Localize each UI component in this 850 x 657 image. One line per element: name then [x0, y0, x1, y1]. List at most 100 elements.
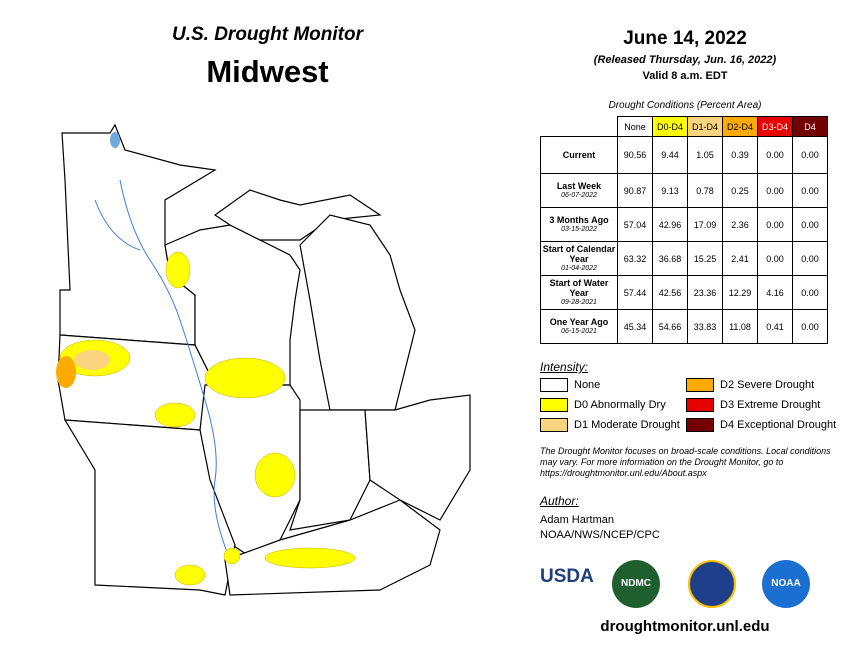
cell: 90.87 — [617, 173, 653, 208]
table-row: 3 Months Ago 03-15-2022 57.04 42.96 17.09 2.3… — [540, 207, 828, 242]
row-label-text: Start of Calendar Year — [542, 243, 616, 264]
cell: 42.96 — [652, 207, 688, 242]
cell: 0.00 — [792, 275, 828, 310]
cell: 0.00 — [757, 173, 793, 208]
legend-swatch — [686, 418, 714, 432]
drought-area — [264, 547, 356, 569]
legend-swatch — [540, 398, 568, 412]
state — [364, 394, 471, 521]
state — [224, 499, 441, 596]
cell: 2.41 — [722, 241, 758, 276]
legend-item: None — [540, 378, 600, 392]
noaa-logo: NOAA — [762, 560, 810, 608]
cell: 57.04 — [617, 207, 653, 242]
cell: 0.00 — [757, 136, 793, 174]
column-header: D4 — [792, 116, 828, 137]
drought-area — [74, 350, 110, 370]
state — [299, 214, 416, 411]
legend-item: D0 Abnormally Dry — [540, 398, 666, 412]
column-header: D1-D4 — [687, 116, 723, 137]
row-label: 3 Months Ago 03-15-2022 — [540, 207, 618, 242]
state — [289, 409, 371, 531]
title: U.S. Drought Monitor — [171, 24, 364, 45]
row-date: 06-15-2021 — [561, 327, 597, 335]
nws-logo — [688, 560, 736, 608]
legend-title: Intensity: — [540, 360, 589, 374]
column-header: D2-D4 — [722, 116, 758, 137]
drought-area — [204, 357, 286, 399]
map — [56, 123, 471, 596]
drought-area — [154, 402, 196, 428]
cell: 0.39 — [722, 136, 758, 174]
table-row: One Year Ago 06-15-2021 45.34 54.66 33.83 11.… — [540, 309, 828, 344]
state — [63, 419, 236, 596]
table-row: Start of Calendar Year 01-04-2022 63.32 36.… — [540, 241, 828, 276]
legend-swatch — [540, 418, 568, 432]
row-date: 09-28-2021 — [561, 298, 597, 306]
drought-area — [223, 547, 241, 565]
drought-area — [56, 356, 76, 388]
drought-area — [254, 452, 296, 498]
row-date: 03-15-2022 — [561, 225, 597, 233]
date: June 14, 2022 — [623, 28, 747, 49]
cell: 0.00 — [792, 309, 828, 344]
column-header: D3-D4 — [757, 116, 793, 137]
legend-label: D2 Severe Drought — [720, 378, 815, 391]
row-label: Start of Calendar Year 01-04-2022 — [540, 241, 618, 276]
legend-swatch — [686, 398, 714, 412]
region: Midwest — [206, 54, 329, 89]
row-label-text: Current — [562, 150, 596, 160]
cell: 9.13 — [652, 173, 688, 208]
cell: 12.29 — [722, 275, 758, 310]
cell: 9.44 — [652, 136, 688, 174]
column-header: None — [617, 116, 653, 137]
cell: 54.66 — [652, 309, 688, 344]
ndmc-logo: NDMC — [612, 560, 660, 608]
cell: 0.00 — [792, 173, 828, 208]
row-label: Last Week 06-07-2022 — [540, 173, 618, 208]
cell: 11.08 — [722, 309, 758, 344]
row-label-text: Start of Water Year — [549, 277, 609, 298]
author-label: Author: — [540, 494, 579, 508]
cell: 2.36 — [722, 207, 758, 242]
row-label-text: Last Week — [556, 180, 602, 191]
cell: 0.00 — [757, 207, 793, 242]
cell: 23.36 — [687, 275, 723, 310]
released: (Released Thursday, Jun. 16, 2022) — [593, 54, 777, 66]
drought-area — [174, 564, 206, 586]
usda-logo: USDA — [540, 566, 594, 587]
row-date: 01-04-2022 — [561, 264, 597, 272]
legend-label: D4 Exceptional Drought — [720, 418, 837, 431]
cell: 33.83 — [687, 309, 723, 344]
cell: 45.34 — [617, 309, 653, 344]
state — [213, 189, 382, 241]
legend-item: D1 Moderate Drought — [540, 418, 680, 432]
cell: 42.56 — [652, 275, 688, 310]
river — [119, 179, 231, 561]
legend-label: D3 Extreme Drought — [720, 398, 821, 411]
cell: 4.16 — [757, 275, 793, 310]
legend-item: D2 Severe Drought — [686, 378, 814, 392]
conditions-table: None D0-D4 D1-D4 D2-D4 D3-D4 D4 Current 90.56 9.… — [540, 116, 828, 344]
cell: 0.25 — [722, 173, 758, 208]
cell: 63.32 — [617, 241, 653, 276]
cell: 1.05 — [687, 136, 723, 174]
legend-label: D0 Abnormally Dry — [574, 398, 666, 411]
lake — [110, 132, 120, 148]
cell: 15.25 — [687, 241, 723, 276]
row-date: 06-07-2022 — [561, 191, 597, 199]
table-caption: Drought Conditions (Percent Area) — [608, 100, 762, 111]
table-row: Current 90.56 9.44 1.05 0.39 0.00 0.00 — [540, 136, 828, 174]
cell: 0.00 — [792, 207, 828, 242]
cell: 0.00 — [757, 241, 793, 276]
legend-label: D1 Moderate Drought — [574, 418, 680, 431]
row-label: Start of Water Year 09-28-2021 — [540, 275, 618, 310]
cell: 0.41 — [757, 309, 793, 344]
author-org: NOAA/NWS/NCEP/CPC — [540, 529, 660, 541]
river — [94, 199, 141, 251]
drought-area — [165, 251, 191, 289]
legend-item: D4 Exceptional Drought — [686, 418, 836, 432]
corner — [541, 117, 618, 137]
cell: 17.09 — [687, 207, 723, 242]
